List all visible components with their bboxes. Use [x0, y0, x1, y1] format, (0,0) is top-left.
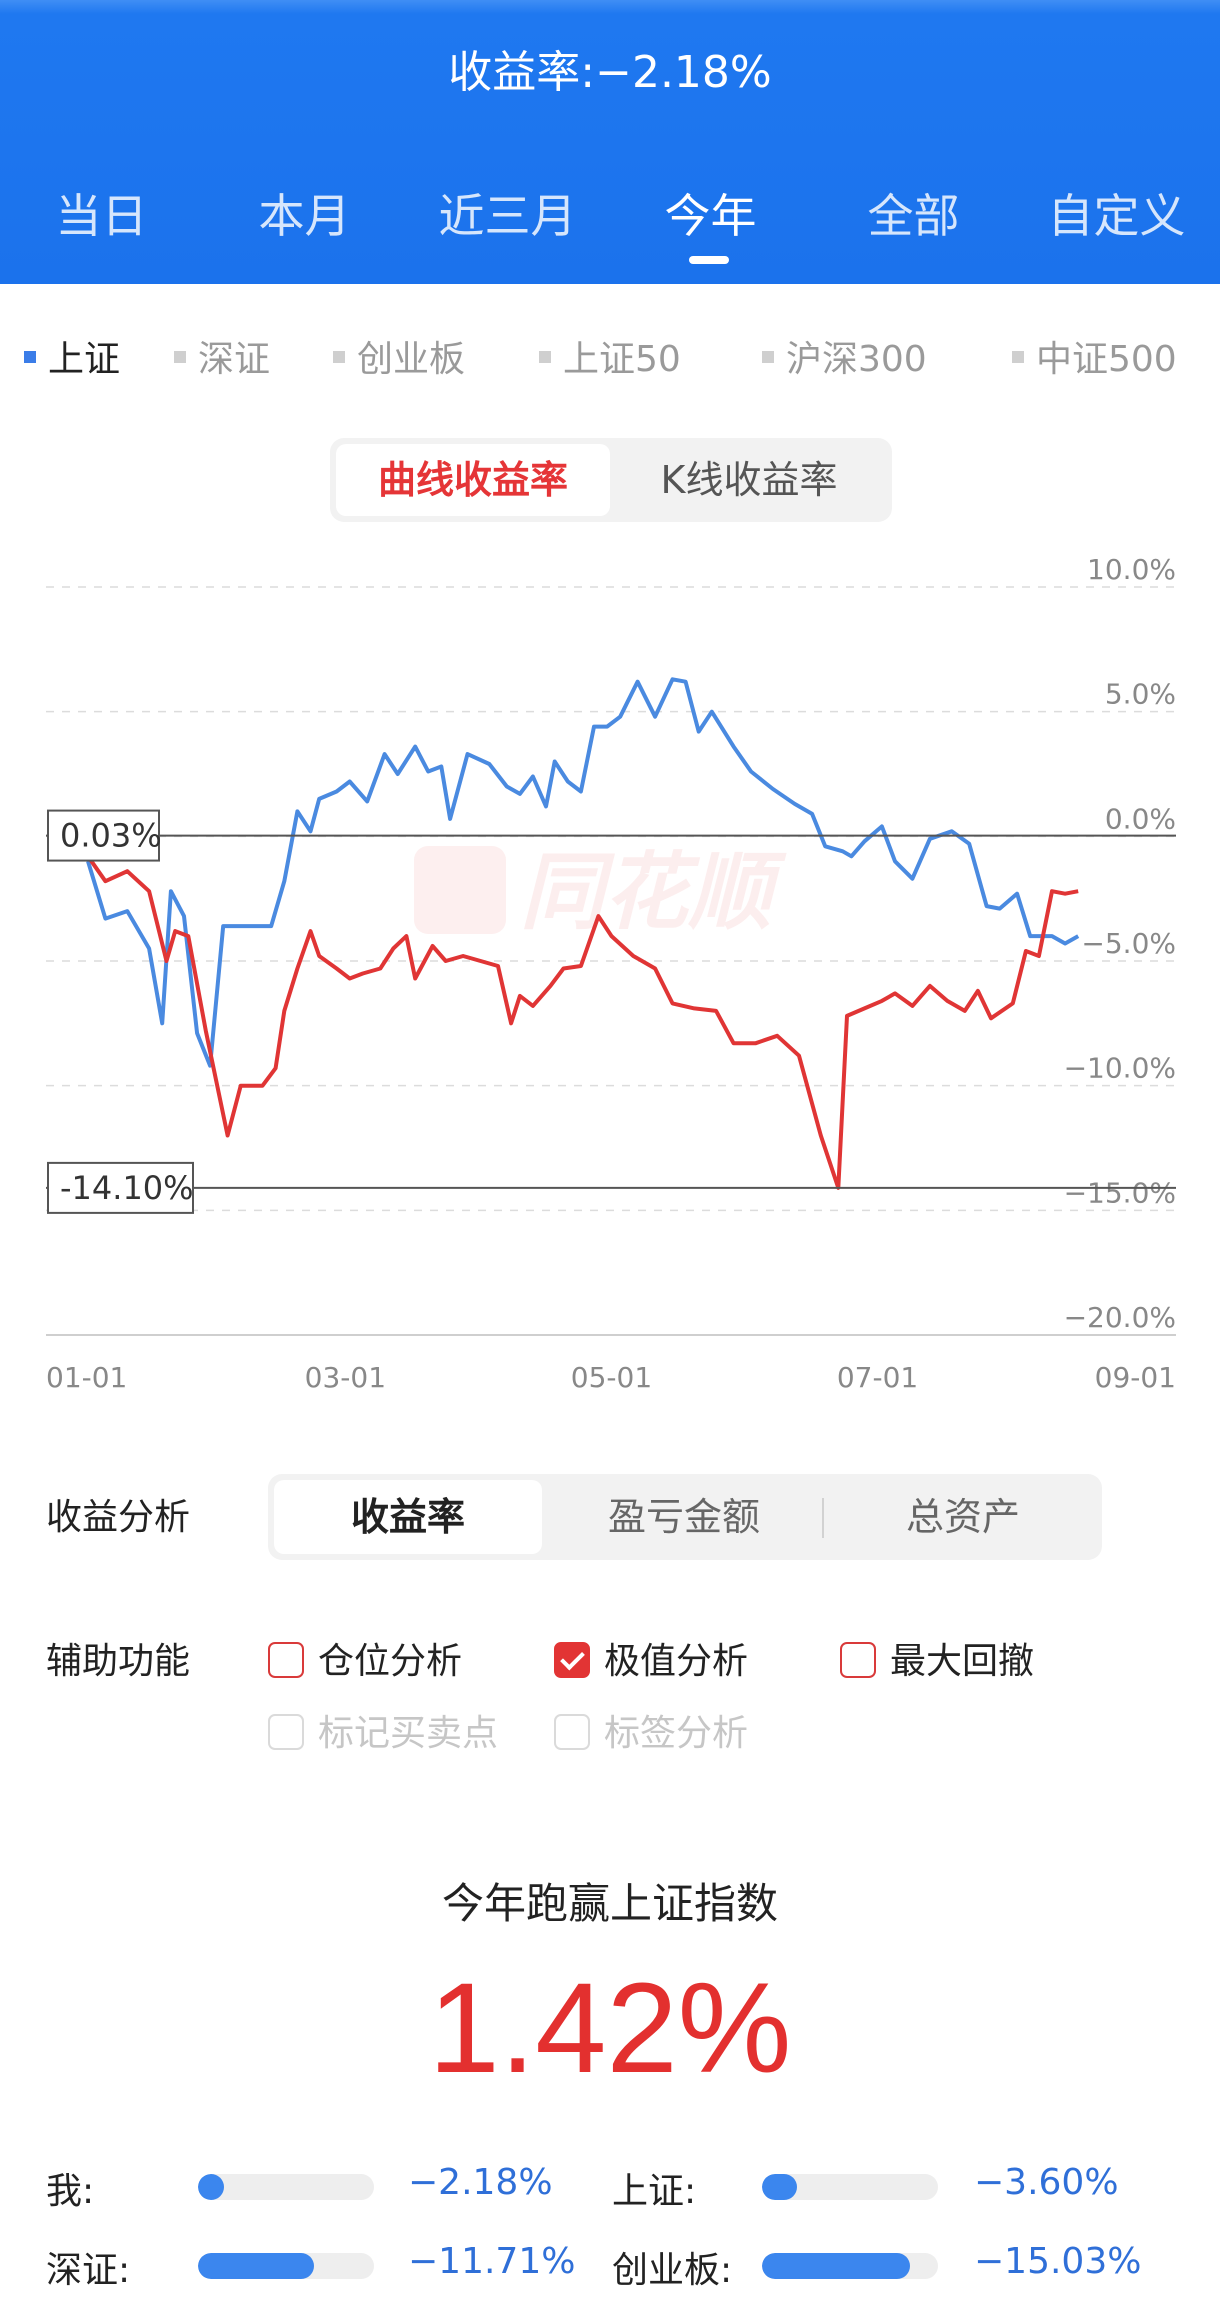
comparison-label: 上证: — [612, 2171, 697, 2212]
watermark-text: 同花顺 — [520, 843, 787, 941]
x-tick-label: 05-01 — [571, 1361, 652, 1394]
total-assets-option[interactable]: 总资产 — [905, 1495, 1020, 1539]
segment-divider — [822, 1498, 824, 1538]
y-tick-label: 10.0% — [1087, 553, 1176, 586]
position-analysis-checkbox[interactable]: 仓位分析 — [268, 1632, 462, 1682]
tab-custom[interactable]: 自定义 — [1047, 189, 1186, 243]
checkbox-label: 标签分析 — [604, 1713, 749, 1754]
comparison-bar-fill — [762, 2253, 910, 2279]
y-tick-label: −15.0% — [1064, 1176, 1176, 1209]
comparison-me: 我: −2.18% — [46, 2162, 586, 2212]
checkbox-label: 仓位分析 — [318, 1641, 463, 1682]
checkbox-label: 标记买卖点 — [318, 1713, 499, 1754]
index-shenzhen[interactable]: 深证 — [174, 330, 270, 382]
index-sse50[interactable]: 上证50 — [539, 330, 681, 382]
tag-analysis-checkbox: 标签分析 — [554, 1704, 748, 1754]
return-chart-svg: 同花顺 10.0% 5.0% 0.0% −5.0% −10.0% −15.0% −20.0%… — [46, 553, 1176, 1394]
my-return-series-line — [86, 855, 1079, 1190]
checkbox-icon — [554, 1714, 590, 1750]
index-series-line — [86, 677, 1080, 1068]
checkbox-checked-icon — [554, 1642, 590, 1678]
extreme-analysis-checkbox[interactable]: 极值分析 — [554, 1632, 748, 1682]
checkbox-label: 最大回撤 — [890, 1641, 1035, 1682]
index-csi300[interactable]: 沪深300 — [762, 330, 927, 382]
header-bar: 收益率:−2.18% 当日 本月 近三月 今年 全部 自定义 — [0, 0, 1220, 284]
legend-square-icon — [174, 351, 186, 363]
comparison-value: −3.60% — [974, 2162, 1119, 2203]
y-tick-label: 5.0% — [1105, 678, 1176, 711]
x-tick-label: 03-01 — [305, 1361, 386, 1394]
legend-square-icon — [762, 351, 774, 363]
index-label: 沪深300 — [786, 339, 927, 380]
return-chart[interactable]: 同花顺 10.0% 5.0% 0.0% −5.0% −10.0% −15.0% −20.0%… — [0, 540, 1220, 1400]
tab-today[interactable]: 当日 — [55, 189, 148, 243]
comparison-bar-fill — [762, 2174, 797, 2200]
watermark-logo-icon — [414, 846, 506, 934]
comparison-bar-fill — [198, 2253, 314, 2279]
legend-square-icon — [539, 351, 551, 363]
comparison-value: −15.03% — [974, 2241, 1142, 2282]
checkbox-label: 极值分析 — [604, 1641, 749, 1682]
comparison-bar-track — [198, 2174, 374, 2200]
index-label: 创业板 — [357, 339, 466, 380]
x-tick-label: 09-01 — [1095, 1361, 1176, 1394]
comparison-label: 深证: — [46, 2250, 131, 2291]
min-value-label-box — [47, 1161, 194, 1214]
tab-this-year[interactable]: 今年 — [664, 189, 757, 243]
comparison-value: −11.71% — [408, 2241, 576, 2282]
comparison-bar-track — [198, 2253, 374, 2279]
tab-month[interactable]: 本月 — [258, 189, 351, 243]
index-selector: 上证 深证 创业板 上证50 沪深300 中证500 — [0, 330, 1220, 380]
y-tick-label: −10.0% — [1064, 1052, 1176, 1085]
comparison-chinext: 创业板: −15.03% — [612, 2241, 1172, 2291]
chart-mode-toggle: 曲线收益率 K线收益率 — [330, 438, 892, 522]
curve-return-button[interactable]: 曲线收益率 — [336, 444, 610, 516]
beat-index-title: 今年跑赢上证指数 — [441, 1879, 778, 1928]
analysis-segmented-control: 收益率 盈亏金额 总资产 — [268, 1474, 1102, 1560]
y-tick-label: −20.0% — [1064, 1301, 1176, 1334]
tab-three-months[interactable]: 近三月 — [438, 189, 577, 243]
index-label: 上证50 — [563, 339, 681, 380]
comparison-bar-fill — [198, 2174, 224, 2200]
comparison-label: 创业板: — [612, 2250, 733, 2291]
comparison-shenzhen: 深证: −11.71% — [46, 2241, 586, 2291]
index-shanghai[interactable]: 上证 — [24, 330, 120, 382]
beat-index-value: 1.42% — [428, 1957, 792, 2100]
tab-all[interactable]: 全部 — [867, 189, 960, 243]
max-value-label: 0.03% — [60, 817, 162, 855]
max-value-label-box — [47, 809, 160, 862]
legend-square-icon — [333, 351, 345, 363]
index-label: 上证 — [48, 339, 121, 380]
checkbox-icon — [840, 1642, 876, 1678]
checkbox-icon — [268, 1642, 304, 1678]
index-label: 深证 — [198, 339, 271, 380]
index-csi500[interactable]: 中证500 — [1012, 330, 1177, 382]
comparison-bar-track — [762, 2253, 938, 2279]
x-tick-label: 07-01 — [837, 1361, 918, 1394]
min-value-label: -14.10% — [60, 1169, 194, 1207]
profit-loss-option[interactable]: 盈亏金额 — [607, 1495, 760, 1539]
comparison-label: 我: — [46, 2171, 95, 2212]
aux-functions-label: 辅助功能 — [46, 1641, 191, 1682]
return-rate-option[interactable]: 收益率 — [274, 1480, 542, 1554]
max-drawdown-checkbox[interactable]: 最大回撤 — [840, 1632, 1034, 1682]
watermark: 同花顺 — [414, 843, 787, 941]
index-label: 中证500 — [1036, 339, 1177, 380]
index-chinext[interactable]: 创业板 — [333, 330, 465, 382]
kline-return-button[interactable]: K线收益率 — [660, 458, 838, 502]
checkbox-icon — [268, 1714, 304, 1750]
comparison-bar-track — [762, 2174, 938, 2200]
x-tick-label: 01-01 — [46, 1361, 127, 1394]
comparison-value: −2.18% — [408, 2162, 553, 2203]
analysis-label: 收益分析 — [46, 1497, 191, 1538]
y-tick-label: 0.0% — [1105, 802, 1176, 835]
mark-trades-checkbox: 标记买卖点 — [268, 1704, 498, 1754]
legend-square-icon — [24, 351, 36, 363]
return-rate-title: 收益率:−2.18% — [448, 47, 772, 98]
y-tick-label: −5.0% — [1081, 927, 1176, 960]
comparison-shanghai: 上证: −3.60% — [612, 2162, 1172, 2212]
active-tab-indicator — [689, 256, 729, 264]
legend-square-icon — [1012, 351, 1024, 363]
period-tabs: 当日 本月 近三月 今年 全部 自定义 — [0, 180, 1220, 270]
